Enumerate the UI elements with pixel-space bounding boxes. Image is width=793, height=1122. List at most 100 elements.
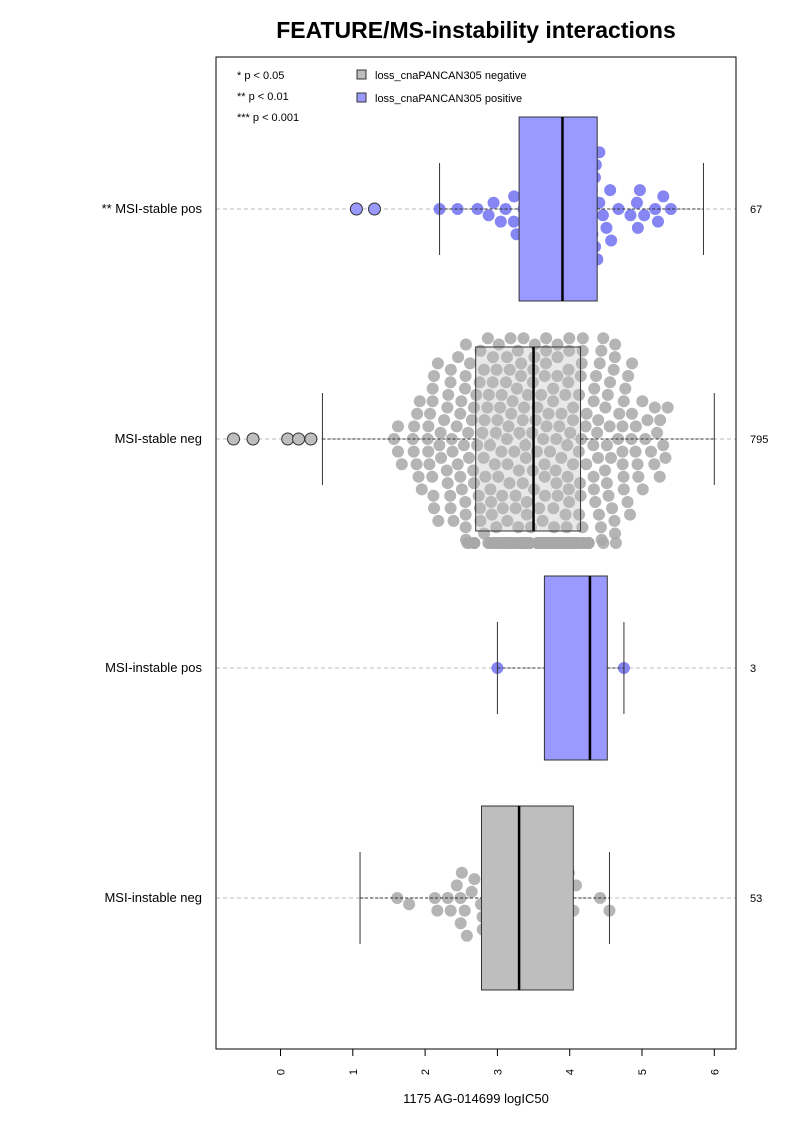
data-point xyxy=(657,190,670,203)
data-point xyxy=(599,401,612,414)
data-point xyxy=(477,363,490,376)
data-point xyxy=(506,395,519,408)
data-point xyxy=(624,508,637,521)
data-point xyxy=(539,357,552,370)
data-point xyxy=(538,489,551,502)
data-point xyxy=(639,433,652,445)
data-point xyxy=(447,514,460,527)
group-count: 53 xyxy=(750,893,762,905)
data-point xyxy=(580,407,593,420)
data-point xyxy=(542,407,555,420)
data-point xyxy=(496,489,509,502)
data-point xyxy=(553,420,566,433)
data-point xyxy=(597,537,610,549)
data-point xyxy=(616,445,629,458)
group-label: MSI-instable neg xyxy=(104,890,202,905)
data-point xyxy=(616,458,629,471)
data-point xyxy=(576,332,589,345)
data-point xyxy=(392,420,405,433)
data-point xyxy=(424,407,437,420)
data-point xyxy=(451,458,464,471)
data-point xyxy=(580,458,593,471)
data-point xyxy=(465,885,478,898)
data-point xyxy=(636,483,649,496)
data-point xyxy=(481,332,494,345)
data-point xyxy=(632,470,645,483)
data-point xyxy=(422,445,435,458)
data-point xyxy=(648,401,661,414)
data-point xyxy=(460,929,473,942)
data-point xyxy=(422,420,435,433)
data-point xyxy=(540,344,553,357)
data-point xyxy=(550,433,563,445)
data-point xyxy=(408,420,421,433)
data-point xyxy=(589,496,602,508)
data-point xyxy=(601,388,614,401)
data-point xyxy=(494,401,507,414)
data-point xyxy=(488,458,501,471)
guide-lines xyxy=(216,208,736,899)
data-point xyxy=(450,420,463,433)
data-point xyxy=(659,451,672,464)
data-point xyxy=(459,508,472,521)
data-point xyxy=(600,439,613,452)
data-point xyxy=(617,395,630,408)
data-point xyxy=(510,382,523,395)
data-point xyxy=(604,451,617,464)
data-point xyxy=(462,426,475,439)
data-point xyxy=(538,370,551,382)
legend-swatch xyxy=(356,69,367,80)
data-point xyxy=(582,537,595,549)
data-point xyxy=(481,401,494,414)
data-point xyxy=(560,521,573,534)
data-point xyxy=(579,420,592,433)
data-point xyxy=(444,502,457,515)
data-point xyxy=(486,376,499,389)
data-point xyxy=(426,395,439,408)
data-point xyxy=(432,514,445,527)
data-point xyxy=(434,426,447,439)
data-point xyxy=(468,537,481,549)
data-point xyxy=(540,420,553,433)
data-point xyxy=(649,203,662,215)
data-point xyxy=(617,470,630,483)
data-point xyxy=(602,489,615,502)
data-point xyxy=(395,458,408,471)
data-point xyxy=(617,483,630,496)
data-point xyxy=(495,445,508,458)
data-point xyxy=(477,451,490,464)
box xyxy=(480,805,574,991)
data-point xyxy=(609,338,622,351)
data-point xyxy=(454,407,467,420)
data-point xyxy=(572,445,585,458)
data-point xyxy=(535,388,548,401)
data-point xyxy=(407,445,420,458)
outlier-point xyxy=(367,202,381,216)
data-point xyxy=(470,388,483,401)
data-point xyxy=(474,344,487,357)
data-point xyxy=(485,508,498,521)
data-point xyxy=(606,502,619,515)
data-point xyxy=(651,426,664,439)
data-point xyxy=(505,407,518,420)
data-point xyxy=(566,414,579,427)
data-point xyxy=(476,426,489,439)
data-point xyxy=(629,445,642,458)
data-point xyxy=(509,502,522,515)
group-count: 3 xyxy=(750,663,756,675)
data-point xyxy=(492,470,505,483)
data-point xyxy=(605,234,618,247)
data-point xyxy=(507,215,520,228)
data-point xyxy=(550,477,563,490)
data-point xyxy=(616,420,629,433)
data-point xyxy=(547,395,560,408)
data-point xyxy=(458,904,471,917)
data-point xyxy=(483,439,496,452)
outlier-point xyxy=(292,432,306,446)
data-point xyxy=(415,483,428,496)
x-tick-label: 1 xyxy=(348,1069,360,1075)
data-point xyxy=(588,382,601,395)
data-point xyxy=(516,414,529,427)
data-point xyxy=(427,489,440,502)
